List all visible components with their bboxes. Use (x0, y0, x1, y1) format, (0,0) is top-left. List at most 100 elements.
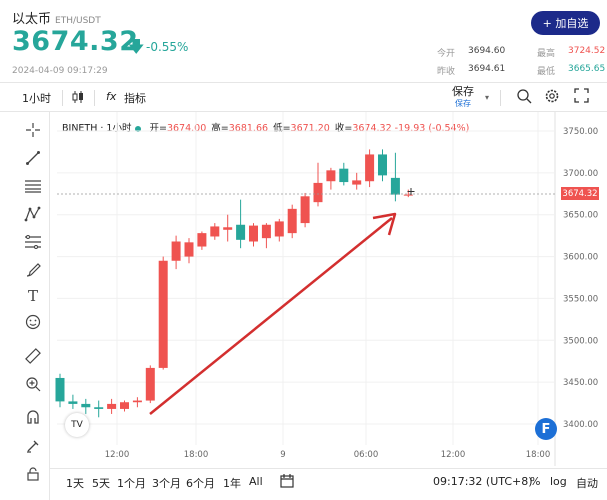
candle-body (81, 403, 91, 408)
candle-body (55, 377, 65, 402)
price-tick-label: 3500.00 (563, 336, 598, 346)
candle-body (158, 260, 168, 368)
candle-body (378, 154, 387, 176)
candle-body (107, 403, 117, 409)
candle-body (171, 241, 181, 261)
high-label: 最高 (537, 49, 556, 59)
ohlc-legend: BINETH · 1小时 开=3674.00 高=3681.66 低=3671.2… (62, 123, 470, 134)
price-tick-label: 3600.00 (563, 253, 598, 263)
log-scale-toggle[interactable]: log (550, 475, 567, 488)
arrow-down-icon: 🡇 (128, 37, 145, 56)
candle-body (365, 154, 375, 182)
legend-close: 3674.32 (352, 123, 392, 134)
status-dot (135, 125, 142, 132)
price-tick-label: 3750.00 (563, 127, 598, 137)
candle-body (326, 170, 336, 182)
time-tick-label: 18:00 (526, 450, 551, 460)
snapshot-icon[interactable] (516, 88, 532, 107)
candle-body (390, 177, 400, 195)
brush-icon[interactable] (20, 260, 46, 280)
projection-tool-icon[interactable] (20, 232, 46, 252)
horizontal-lines-icon[interactable] (20, 176, 46, 196)
toolbar-divider (500, 90, 501, 106)
range-3m[interactable]: 3个月 (152, 477, 181, 490)
candle-body (261, 224, 271, 239)
candle-body (120, 402, 129, 409)
add-watchlist-button[interactable]: + 加自选 (531, 11, 600, 35)
candle-body (313, 182, 323, 203)
quote-timestamp: 2024-04-09 09:17:29 (12, 66, 108, 76)
price-tick-label: 3650.00 (563, 211, 598, 221)
current-price-tag: 3674.32 (561, 187, 599, 200)
chart-toolbar: 1小时 fx 指标 保存 保存 ▾ (0, 82, 607, 112)
auto-scale-toggle[interactable]: 自动 (576, 477, 598, 490)
range-5d[interactable]: 5天 (92, 477, 110, 490)
emoji-icon[interactable] (20, 312, 46, 332)
candle-body (68, 401, 78, 404)
toolbar-divider (62, 90, 63, 106)
candle-body (145, 367, 155, 401)
candle-body (274, 221, 284, 237)
pattern-tool-icon[interactable] (20, 204, 46, 224)
candle-body (223, 227, 233, 230)
lock-drawing-icon[interactable] (20, 436, 46, 456)
crosshair-cursor (407, 188, 415, 195)
trend-arrow-annotation (149, 212, 397, 415)
low-label: 最低 (537, 67, 556, 77)
magnet-icon[interactable] (20, 408, 46, 428)
percent-scale-toggle[interactable]: % (530, 475, 541, 488)
candle-body (210, 226, 220, 237)
symbol-label: BINETH · 1小时 (62, 123, 132, 134)
crosshair-icon[interactable] (20, 120, 46, 140)
candle-body (300, 196, 310, 224)
asset-title: 以太币 ETH/USDT (12, 12, 101, 27)
legend-open: 3674.00 (166, 123, 207, 134)
time-tick-label: 18:00 (184, 450, 209, 460)
drawing-tools-sidebar: T (0, 112, 50, 500)
clock-timezone[interactable]: 09:17:32 (UTC+8) (433, 475, 533, 488)
time-tick-label: 12:00 (105, 450, 130, 460)
range-1y[interactable]: 1年 (223, 477, 241, 490)
function-icon[interactable]: fx (106, 90, 117, 103)
zoom-in-icon[interactable] (20, 374, 46, 394)
text-tool-icon[interactable]: T (27, 287, 38, 305)
prev-close-label: 昨收 (437, 67, 456, 77)
settings-gear-icon[interactable] (544, 88, 560, 107)
candle-body (132, 400, 142, 403)
candle-body (249, 225, 258, 242)
ruler-icon[interactable] (20, 346, 46, 366)
trend-line-icon[interactable] (20, 148, 46, 168)
fullscreen-icon[interactable] (574, 88, 589, 106)
range-1d[interactable]: 1天 (66, 477, 84, 490)
chevron-down-icon[interactable]: ▾ (485, 93, 490, 102)
high-value: 3724.52 (568, 46, 606, 56)
price-tick-label: 3700.00 (563, 169, 598, 179)
interval-selector[interactable]: 1小时 (22, 92, 51, 105)
time-tick-label: 12:00 (441, 450, 466, 460)
candle-body (236, 224, 246, 240)
current-price: 3674.32 (12, 26, 139, 57)
candle-type-icon[interactable] (72, 90, 84, 107)
bottom-range-bar: 1天 5天 1个月 3个月 6个月 1年 All 09:17:32 (UTC+8… (50, 468, 607, 500)
range-6m[interactable]: 6个月 (186, 477, 215, 490)
time-tick-label: 06:00 (354, 450, 379, 460)
time-tick-label: 9 (280, 450, 285, 460)
candle-body (403, 194, 413, 196)
low-value: 3665.65 (568, 64, 606, 74)
price-tick-label: 3550.00 (563, 294, 598, 304)
date-range-icon[interactable] (279, 473, 295, 492)
range-1m[interactable]: 1个月 (117, 477, 146, 490)
lock-icon[interactable] (20, 464, 46, 484)
range-all[interactable]: All (249, 475, 263, 488)
legend-low: 3671.20 (290, 123, 330, 134)
tradingview-logo: TV (65, 413, 89, 437)
open-value: 3694.60 (468, 46, 506, 56)
legend-high: 3681.66 (228, 123, 269, 134)
candle-body (339, 168, 349, 183)
save-button[interactable]: 保存 保存 (452, 85, 474, 109)
candle-body (184, 242, 194, 257)
prev-close-value: 3694.61 (468, 64, 506, 74)
indicators-button[interactable]: 指标 (124, 92, 146, 105)
candle-body (352, 180, 362, 185)
